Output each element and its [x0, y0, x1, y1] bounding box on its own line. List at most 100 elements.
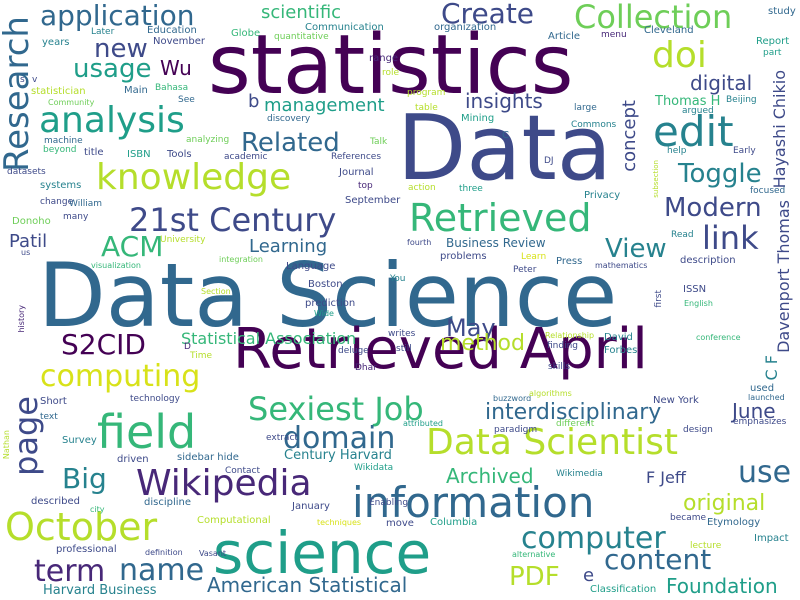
- word: Relationship: [545, 331, 595, 340]
- word: table: [415, 103, 438, 113]
- word: finding: [547, 341, 579, 351]
- word: Patil: [9, 231, 48, 252]
- word: You: [390, 274, 406, 284]
- word: Learning: [249, 236, 328, 257]
- word: study: [768, 6, 796, 17]
- word: extract: [266, 433, 298, 443]
- word: content: [604, 543, 712, 576]
- word: References: [331, 152, 382, 162]
- word: analyzing: [186, 135, 230, 145]
- word: C F: [762, 355, 781, 381]
- word: Talk: [370, 137, 388, 147]
- word: attributed: [403, 419, 443, 428]
- word: Data Scientist: [426, 422, 678, 463]
- word: Related: [241, 128, 340, 158]
- word: S2CID: [61, 328, 146, 361]
- word: Commons: [571, 120, 617, 130]
- word: Retrieved: [409, 196, 592, 240]
- word: integration: [219, 255, 263, 264]
- word: Language: [286, 261, 336, 272]
- word: scientific: [261, 2, 342, 23]
- word: Wikipedia: [136, 463, 312, 504]
- word: alternative: [512, 550, 556, 559]
- word: professional: [56, 544, 117, 555]
- word: Thomas H: [655, 94, 721, 109]
- word: Collection: [574, 0, 733, 36]
- word: visualization: [91, 261, 141, 270]
- word: analysis: [39, 100, 185, 141]
- word: skills: [548, 362, 571, 372]
- word: mathematics: [595, 261, 648, 270]
- word: Classification: [590, 584, 657, 595]
- word: field: [97, 405, 197, 459]
- word: Contact: [225, 466, 261, 476]
- word: January: [292, 501, 330, 512]
- word: us: [21, 248, 31, 257]
- word: Privacy: [584, 190, 621, 201]
- word: buzzword: [493, 394, 532, 403]
- word: conference: [696, 333, 741, 342]
- word: Statistical Association: [181, 329, 357, 348]
- word: argued: [682, 106, 714, 116]
- word: quantitative: [274, 32, 329, 42]
- word: Retrieved April: [233, 317, 648, 382]
- word: program: [407, 88, 446, 98]
- word: statistics: [208, 18, 574, 113]
- word: writes: [388, 329, 416, 339]
- word: Donoho: [12, 216, 51, 227]
- word: role: [382, 68, 400, 78]
- word: academic: [224, 152, 268, 162]
- word: Bahasa: [155, 83, 189, 93]
- word: description: [680, 255, 736, 266]
- word: focused: [750, 186, 786, 196]
- word: city: [90, 505, 105, 514]
- word: datasets: [7, 167, 46, 177]
- word: page: [7, 396, 45, 476]
- word: Beijing: [726, 95, 757, 105]
- word: action: [408, 183, 436, 193]
- word: ISBN: [127, 149, 151, 160]
- word: technology: [130, 394, 180, 404]
- word: link: [702, 219, 759, 257]
- word: See: [178, 95, 195, 105]
- word: Davenport Thomas: [774, 200, 793, 353]
- word: June: [732, 399, 776, 423]
- word: PDF: [509, 562, 560, 592]
- word: Boston: [308, 279, 343, 290]
- word: Time: [190, 351, 213, 361]
- word: Short: [40, 396, 67, 407]
- word: Read: [671, 230, 694, 240]
- word: b: [248, 91, 260, 112]
- word: Dhar: [355, 363, 377, 373]
- word: Hayashi Chikio: [770, 70, 789, 189]
- word: DJ: [544, 156, 554, 166]
- word: range: [369, 53, 399, 64]
- word: sidebar hide: [177, 452, 239, 463]
- word: move: [386, 518, 414, 529]
- word: top: [358, 181, 373, 191]
- word: ISSN: [683, 284, 707, 295]
- word: doi: [652, 35, 707, 76]
- word: history: [17, 305, 26, 333]
- word: management: [264, 95, 385, 116]
- word: usage: [73, 54, 152, 84]
- word: different: [556, 419, 595, 429]
- word: American Statistical: [207, 573, 408, 597]
- word: May: [446, 314, 496, 342]
- word: 21st Century: [129, 201, 337, 239]
- word: first: [654, 290, 664, 308]
- word: computing: [40, 359, 201, 394]
- word: View: [605, 234, 667, 264]
- word: Journal: [339, 167, 374, 178]
- word: Mining: [461, 113, 495, 124]
- word: Section: [201, 287, 231, 296]
- word: Enabling: [369, 498, 409, 508]
- word: Report: [756, 36, 790, 47]
- word: insights: [465, 89, 543, 113]
- word: used: [750, 383, 775, 394]
- word: Sexiest Job: [248, 390, 424, 428]
- word: prediction: [305, 298, 356, 309]
- word: Peter: [513, 265, 537, 275]
- word: Archived: [446, 464, 534, 488]
- word: Computational: [197, 515, 271, 526]
